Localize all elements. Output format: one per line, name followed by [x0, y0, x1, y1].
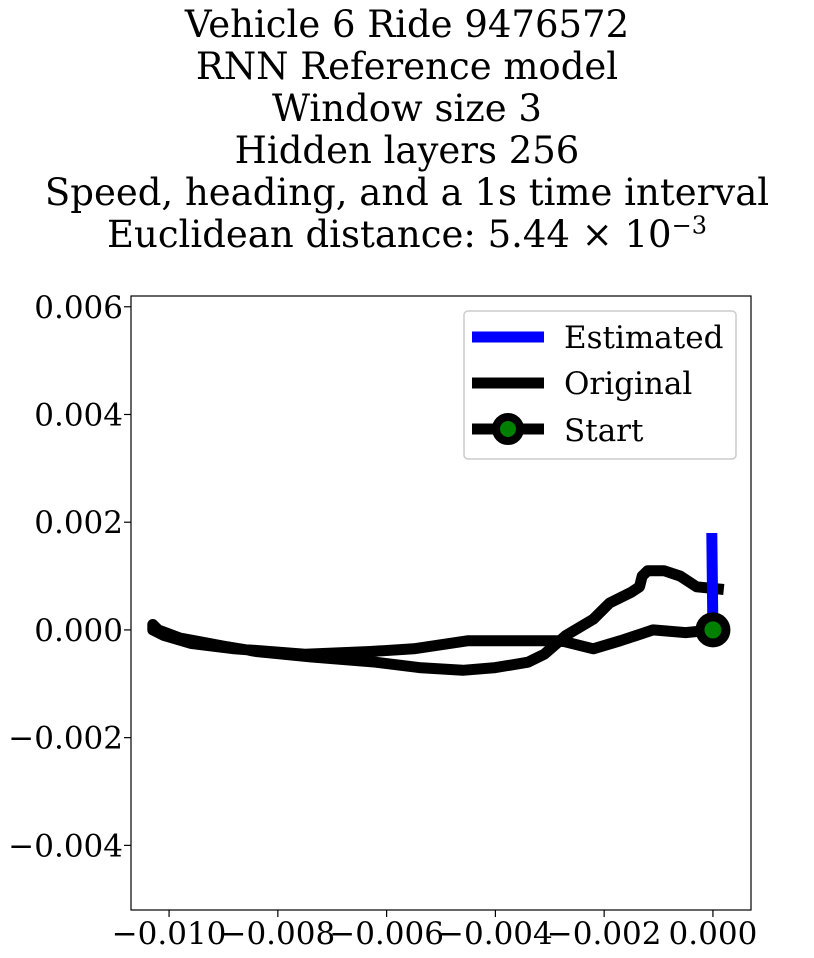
- legend: Estimated Original Start: [463, 310, 737, 460]
- distance-prefix: Euclidean distance: 5.44: [107, 213, 570, 256]
- y-axis: 0.006 0.004 0.002 0.000 −0.002 −0.004: [8, 290, 131, 864]
- x-tick-label: −0.002: [547, 916, 662, 952]
- x-tick-label: −0.004: [438, 916, 553, 952]
- start-marker: [695, 612, 731, 648]
- distance-times: ×: [581, 213, 613, 256]
- y-tick-label: 0.004: [34, 397, 123, 433]
- chart-title: Vehicle 6 Ride 9476572 RNN Reference mod…: [0, 4, 814, 256]
- title-line-1: Vehicle 6 Ride 9476572: [184, 3, 630, 46]
- title-line-2: RNN Reference model: [195, 45, 619, 88]
- y-tick-label: 0.000: [34, 613, 123, 649]
- title-line-distance: Euclidean distance: 5.44 × 10−3: [0, 214, 814, 256]
- legend-label-estimated: Estimated: [564, 320, 723, 356]
- legend-label-original: Original: [564, 366, 692, 402]
- series-layer: [147, 532, 731, 676]
- title-line-3: Window size 3: [272, 87, 542, 130]
- title-line-5: Speed, heading, and a 1s time interval: [44, 171, 770, 214]
- y-tick-label: −0.002: [8, 721, 123, 757]
- y-tick-label: 0.002: [34, 505, 123, 541]
- x-tick-label: −0.010: [112, 916, 227, 952]
- x-tick-label: −0.008: [220, 916, 335, 952]
- y-tick-label: −0.004: [8, 828, 123, 864]
- x-tick-label: 0.000: [669, 916, 758, 952]
- legend-swatch-start-marker: [492, 413, 524, 445]
- distance-exponent: −3: [671, 211, 707, 240]
- distance-base: 10: [624, 213, 672, 256]
- title-line-4: Hidden layers 256: [234, 129, 580, 172]
- y-tick-label: 0.006: [34, 290, 123, 326]
- x-axis: −0.010−0.008−0.006−0.004−0.002 0.000: [112, 910, 758, 952]
- x-tick-label: −0.006: [329, 916, 444, 952]
- legend-box: [463, 310, 737, 460]
- legend-label-start: Start: [564, 413, 644, 449]
- series-original-line: [147, 565, 725, 676]
